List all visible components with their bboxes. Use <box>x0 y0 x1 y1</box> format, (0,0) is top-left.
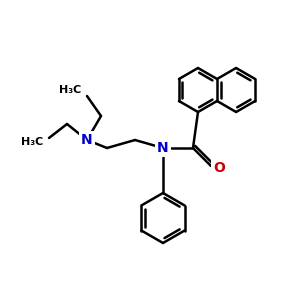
Text: H₃C: H₃C <box>59 85 81 95</box>
Text: N: N <box>157 141 169 155</box>
Text: H₃C: H₃C <box>21 137 43 147</box>
Text: N: N <box>81 133 93 147</box>
Text: O: O <box>213 161 225 175</box>
